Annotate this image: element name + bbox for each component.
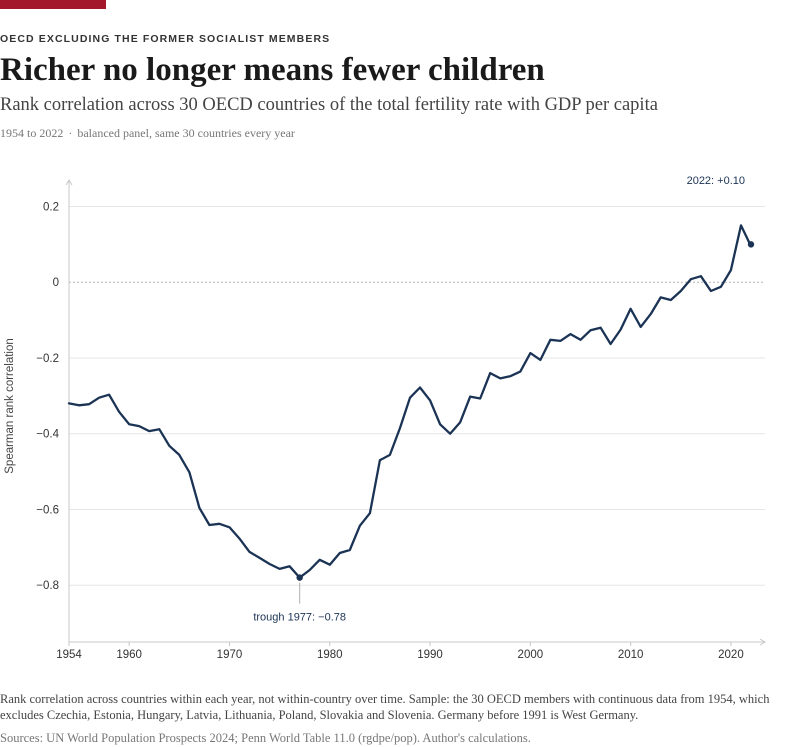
line-chart: 0.2 0 −0.2 −0.4 −0.6 −0.8 1954 1960 1970 1980 1990… [4,175,766,661]
annotation-marker [747,241,755,248]
x-tick-label: 1990 [417,649,443,661]
y-axis-label: Spearman rank correlation [4,338,16,474]
annotation-marker [296,574,303,581]
x-tick-label: 1980 [317,649,343,661]
annotation-label: 2022: +0.10 [687,175,745,187]
chart-title: Richer no longer means fewer children [0,52,545,88]
y-axis-arrow [65,179,73,186]
y-tick-label: −0.8 [36,580,59,592]
chart-subtitle: Rank correlation across 30 OECD countrie… [0,95,658,115]
meta-panel: balanced panel, same 30 countries every … [77,126,295,140]
x-tick-label: 1960 [116,649,142,661]
kicker: OECD EXCLUDING THE FORMER SOCIALIST MEMB… [0,33,331,45]
accent-bar [0,0,106,9]
y-tick-label: −0.6 [36,504,59,516]
sources: Sources: UN World Population Prospects 2… [0,731,531,745]
axis-layer: 0.2 0 −0.2 −0.4 −0.6 −0.8 1954 1960 1970 1980 1990… [4,179,766,661]
x-tick-label: 2020 [718,649,744,661]
footnote: Rank correlation across countries within… [0,692,770,722]
y-tick-label: −0.4 [36,429,59,441]
series-layer [67,224,753,579]
series-line [67,224,753,579]
x-tick-label: 1970 [217,649,243,661]
x-tick-label: 1954 [56,649,82,661]
annotation-layer: trough 1977: −0.78 2022: +0.10 [253,175,755,624]
meta-separator: · [68,126,73,140]
meta-period: 1954 to 2022 [0,126,64,140]
annotation-label: trough 1977: −0.78 [253,612,346,624]
y-tick-label: 0 [53,277,59,289]
x-tick-label: 2010 [618,649,644,661]
chart-meta: 1954 to 2022 · balanced panel, same 30 cou… [0,126,295,141]
grid-layer [69,206,765,586]
x-tick-label: 2000 [518,649,544,661]
y-tick-label: 0.2 [43,202,59,214]
y-tick-label: −0.2 [36,353,59,365]
x-axis-arrow [759,638,766,646]
